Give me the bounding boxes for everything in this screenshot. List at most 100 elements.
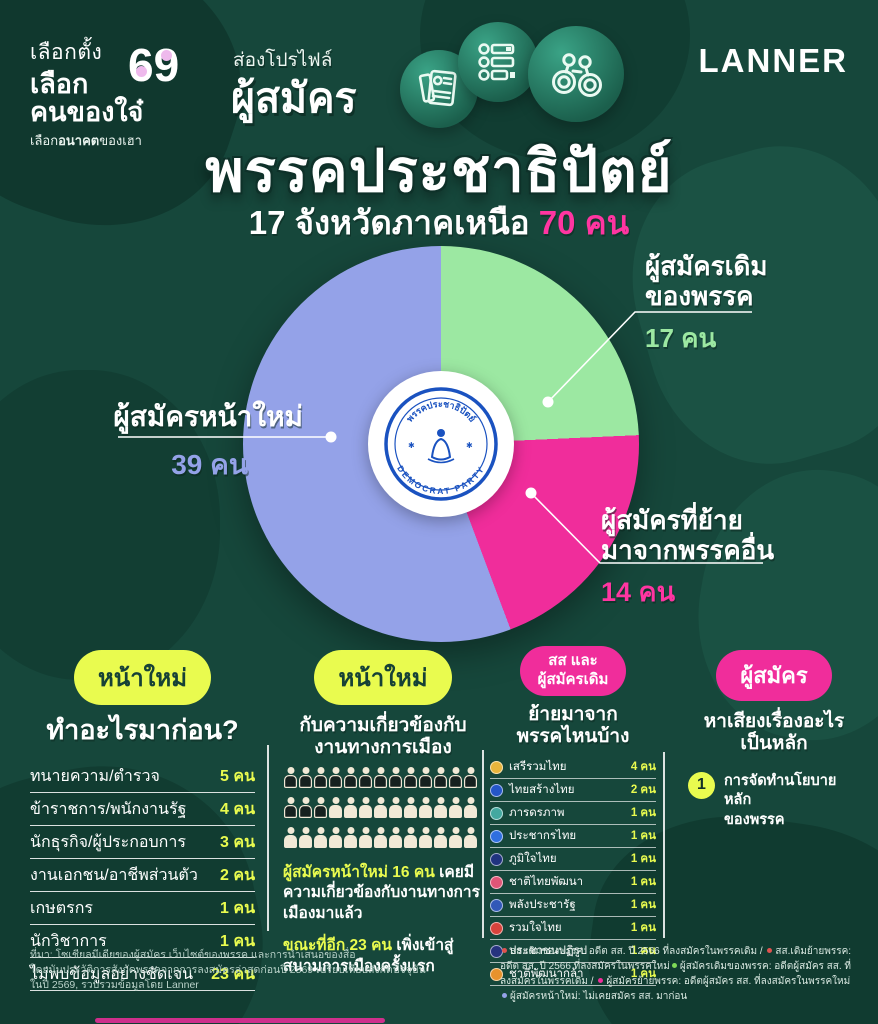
person-first-time-icon	[449, 827, 462, 849]
page-subtitle: 17 จังหวัดภาคเหนือ 70 คน	[248, 204, 630, 241]
person-experienced-icon	[434, 767, 447, 789]
legend-item: ผู้สมัครเดิมของพรรค: อดีตผู้สมัคร สส. ที…	[500, 961, 852, 987]
person-first-time-icon	[374, 797, 387, 819]
brand-line3: คนของใจ๋	[30, 97, 144, 128]
table-row: ประชาชนปฏิรูป 1 คน	[490, 940, 656, 964]
party-logo-icon	[490, 783, 503, 797]
section-badge: หน้าใหม่	[314, 650, 452, 705]
party-moves-table: เสรีรวมไทย 4 คน ไทยสร้างไทย 2 คน ภารดรภาพ 1…	[490, 756, 656, 987]
brand-number: 69	[128, 39, 180, 91]
section-title: หาเสียงเรื่องอะไร เป็นหลัก	[703, 711, 845, 755]
table-row: ทนายความ/ตำรวจ 5 คน	[30, 760, 255, 793]
person-experienced-icon	[389, 767, 402, 789]
section-campaign: ผู้สมัคร หาเสียงเรื่องอะไร เป็นหลัก 1 กา…	[688, 650, 860, 831]
section-occupations: หน้าใหม่ ทำอะไรมาก่อน? ทนายความ/ตำรวจ 5 ค…	[30, 650, 255, 991]
person-first-time-icon	[329, 827, 342, 849]
legend-item: ผู้สมัครหน้าใหม่: ไม่เคยสมัคร สส. มาก่อน	[500, 991, 687, 1002]
person-first-time-icon	[359, 827, 372, 849]
brand-line1: เลือกตั้ง	[30, 41, 103, 64]
legend-dot-icon	[767, 948, 773, 954]
column-divider	[267, 745, 269, 931]
legend-dot-icon	[502, 993, 507, 999]
person-first-time-icon	[419, 797, 432, 819]
party-logo-icon	[490, 944, 503, 958]
person-first-time-icon	[359, 797, 372, 819]
person-experienced-icon	[449, 767, 462, 789]
section-title: ย้ายมาจาก พรรคไหนบ้าง	[516, 703, 630, 747]
pie-label-moved-title: ผู้สมัครที่ย้าย มาจากพรรคอื่น	[601, 505, 775, 565]
svg-text:✱: ✱	[466, 441, 473, 450]
table-row: ภารดรภาพ 1 คน	[490, 802, 656, 826]
source-note: ที่มา: โซเชียลมีเดียของผู้สมัคร เว็บไซต์…	[30, 949, 426, 992]
table-row: นักวิชาการ 1 คน	[30, 925, 255, 958]
occupations-table: ทนายความ/ตำรวจ 5 คน ข้าราชการ/พนักงานรัฐ 4…	[30, 760, 255, 991]
pie-label-new-title: ผู้สมัครหน้าใหม่	[113, 401, 303, 432]
legend-dot-icon	[598, 978, 604, 984]
campaign-item-text: การจัดทำนโยบายหลัก ของพรรค	[724, 772, 837, 828]
experience-paragraph-1: ผู้สมัครหน้าใหม่ 16 คน เคยมีความเกี่ยวข้…	[283, 863, 480, 922]
legend-item: ผู้สมัครย้ายพรรค: อดีตผู้สมัคร สส. ที่ลง…	[596, 976, 850, 987]
person-experienced-icon	[344, 767, 357, 789]
party-logo-icon	[490, 898, 503, 912]
party-logo-icon	[490, 829, 503, 843]
pie-label-incumbent-title: ผู้สมัครเดิม ของพรรค	[645, 251, 768, 311]
decor-pink-strip	[95, 1018, 385, 1023]
person-first-time-icon	[344, 827, 357, 849]
table-row: ประชากรไทย 1 คน	[490, 825, 656, 849]
pie-label-incumbent-value: 17 คน	[645, 323, 717, 353]
democrat-party-seal: พรรคประชาธิปัตย์ DEMOCRAT PARTY ✱ ✱	[366, 369, 516, 519]
person-experienced-icon	[284, 797, 297, 819]
person-experienced-icon	[284, 767, 297, 789]
table-row: รวมใจไทย 1 คน	[490, 917, 656, 941]
table-row: ภูมิใจไทย 1 คน	[490, 848, 656, 872]
person-first-time-icon	[374, 827, 387, 849]
person-experienced-icon	[359, 767, 372, 789]
footer-legend: สส.เดิมของพรรค: อดีต สส. ปี 2566 ที่ลงสม…	[500, 944, 860, 1004]
list-icon	[458, 22, 538, 102]
item-number-badge: 1	[688, 771, 715, 799]
person-first-time-icon	[434, 797, 447, 819]
section-badge: หน้าใหม่	[73, 650, 212, 705]
person-experienced-icon	[299, 797, 312, 819]
table-row: ข้าราชการ/พนักงานรัฐ 4 คน	[30, 793, 255, 826]
person-experienced-icon	[374, 767, 387, 789]
person-first-time-icon	[404, 797, 417, 819]
person-first-time-icon	[329, 797, 342, 819]
person-first-time-icon	[284, 827, 297, 849]
person-experienced-icon	[464, 767, 477, 789]
column-divider	[663, 752, 665, 938]
party-logo-icon	[490, 760, 503, 774]
legend-dot-icon	[502, 948, 507, 954]
lanner-logo: LANNER	[698, 42, 848, 79]
party-logo-icon	[490, 852, 503, 866]
table-row: ชาติพัฒนากล้า 1 คน	[490, 963, 656, 987]
person-experienced-icon	[329, 767, 342, 789]
section-experience: หน้าใหม่ กับความเกี่ยวข้องกับ งานทางการเ…	[283, 650, 483, 977]
brand-line2: เลือก	[30, 69, 89, 99]
pie-label-moved-value: 14 คน	[601, 577, 676, 607]
legend-item: สส.เดิมย้ายพรรค: อดีต สส. ปี 2566 ที่ลงส…	[500, 946, 852, 972]
pretitle-text: ผู้สมัคร	[231, 75, 357, 121]
smiley-icon	[136, 66, 147, 77]
table-row: งานเอกชน/อาชีพส่วนตัว 2 คน	[30, 859, 255, 892]
pictogram	[283, 767, 481, 857]
person-first-time-icon	[299, 827, 312, 849]
legend-item: สส.เดิมของพรรค: อดีต สส. ปี 2566 ที่ลงสม…	[500, 946, 765, 957]
table-row: นักธุรกิจ/ผู้ประกอบการ 3 คน	[30, 826, 255, 859]
column-divider	[482, 750, 484, 938]
table-row: ไม่พบข้อมูลอย่างชัดเจน 23 คน	[30, 958, 255, 991]
party-logo-icon	[490, 806, 503, 820]
pie-label-new-value: 39 คน	[171, 449, 248, 480]
page-title: พรรคประชาธิปัตย์	[205, 139, 673, 204]
person-first-time-icon	[449, 797, 462, 819]
section-badge: ผู้สมัคร	[716, 650, 832, 701]
subtitle-count: 70 คน	[538, 204, 630, 241]
experience-paragraph-2: ขณะที่อีก 23 คน เพิ่งเข้าสู่สนามการเมือง…	[283, 937, 454, 975]
table-row: ชาติไทยพัฒนา 1 คน	[490, 871, 656, 895]
person-first-time-icon	[464, 827, 477, 849]
legend-dot-icon	[671, 963, 677, 969]
person-experienced-icon	[419, 767, 432, 789]
table-row: พลังประชารัฐ 1 คน	[490, 894, 656, 918]
svg-text:✱: ✱	[408, 441, 415, 450]
